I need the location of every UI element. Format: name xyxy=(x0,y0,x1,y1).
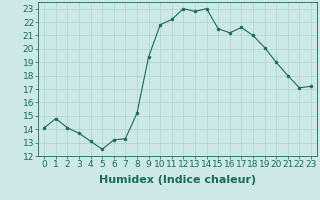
X-axis label: Humidex (Indice chaleur): Humidex (Indice chaleur) xyxy=(99,175,256,185)
